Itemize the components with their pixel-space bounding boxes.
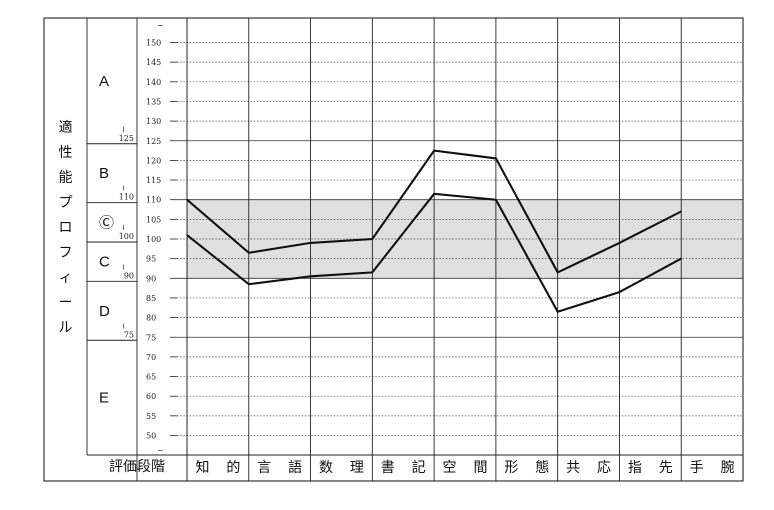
y-title-char-4: ロ: [59, 220, 73, 236]
y-title-char-0: 適: [59, 119, 73, 136]
grade-letter-0: A: [99, 73, 109, 90]
ytick-label-120: 120: [146, 156, 161, 165]
series-0-point-0: [186, 199, 188, 201]
category-char-5: 理: [350, 460, 364, 476]
ytick-label-140: 140: [146, 78, 161, 87]
ytick-label-145: 145: [146, 58, 161, 67]
category-char-7: 記: [412, 459, 426, 476]
category-char-10: 形: [504, 460, 518, 476]
category-char-17: 腕: [721, 460, 735, 476]
category-char-6: 書: [381, 460, 395, 476]
grade-range-mark-4: ≀: [122, 321, 125, 330]
ytick-label-80: 80: [146, 314, 156, 323]
series-0-point-1: [248, 252, 250, 254]
ytick-label-55: 55: [146, 412, 156, 421]
series-1-point-6: [557, 311, 559, 313]
ytick-label-130: 130: [146, 117, 161, 126]
x-axis-row: 評価段階: [109, 459, 165, 475]
ytick-label-135: 135: [146, 97, 161, 106]
ytick-label-95: 95: [146, 255, 156, 264]
category-char-2: 言: [257, 460, 271, 476]
grade-letter-2: Ⓒ: [99, 214, 114, 231]
ytick-label-75: 75: [146, 333, 156, 342]
grade-range-mark-1: ≀: [122, 184, 125, 193]
grade-min-0: 125: [119, 134, 134, 143]
axis-break-top: ~: [157, 21, 164, 30]
y-title-char-6: ィ: [59, 270, 73, 286]
ytick-label-100: 100: [146, 235, 161, 244]
series-lines: [186, 149, 682, 313]
category-char-1: 的: [226, 460, 240, 476]
y-title-char-8: ル: [59, 320, 73, 336]
series-1-point-5: [495, 199, 497, 201]
ytick-label-60: 60: [146, 392, 156, 401]
grade-letter-3: C: [99, 254, 110, 271]
x-axis-title: 評価段階: [109, 459, 165, 475]
ytick-label-85: 85: [146, 294, 156, 303]
category-char-8: 空: [443, 460, 457, 476]
category-char-15: 先: [659, 460, 673, 476]
ytick-label-105: 105: [146, 215, 161, 224]
outer-border: [43, 17, 744, 482]
grade-letter-1: B: [99, 165, 109, 182]
grade-letter-5: E: [99, 390, 109, 407]
category-char-16: 手: [690, 460, 704, 476]
series-0-point-7: [618, 242, 621, 244]
category-char-13: 応: [597, 460, 611, 476]
y-title-char-5: フ: [59, 245, 73, 261]
series-1-point-1: [248, 283, 250, 285]
category-char-12: 共: [566, 460, 580, 476]
series-1-point-0: [186, 234, 188, 236]
series-1-point-8: [680, 258, 682, 260]
ytick-label-65: 65: [146, 373, 156, 382]
ytick-label-150: 150: [146, 39, 161, 48]
ytick-label-50: 50: [146, 432, 156, 441]
series-0-point-5: [495, 157, 497, 160]
grade-range-mark-2: ≀: [122, 223, 125, 232]
series-1-point-7: [618, 291, 621, 293]
grid-lines: [177, 18, 744, 481]
grade-min-3: 90: [124, 271, 134, 280]
category-char-3: 語: [288, 460, 302, 476]
series-0-point-2: [309, 242, 312, 244]
y-title-char-3: プ: [59, 195, 73, 211]
ytick-label-115: 115: [146, 176, 161, 185]
grade-range-mark-3: ≀: [122, 262, 125, 271]
y-title-char-2: 能: [59, 170, 73, 186]
ytick-label-110: 110: [146, 196, 161, 205]
ytick-label-70: 70: [146, 353, 156, 362]
table-frame: [43, 17, 744, 482]
series-1-point-3: [371, 271, 373, 274]
ytick-label-125: 125: [146, 137, 161, 146]
grade-min-4: 75: [124, 330, 134, 339]
grade-letter-4: D: [99, 303, 110, 320]
series-0-point-3: [371, 238, 373, 240]
y-title-char-7: ー: [59, 295, 73, 311]
y-axis-ticks: 50 55 60 65 70 75 80 85 90 95 100 105 110 115 120 125 13…: [146, 21, 177, 455]
series-1-point-4: [433, 193, 435, 195]
series-0-point-8: [680, 210, 682, 213]
category-char-9: 間: [473, 460, 487, 476]
series-1-point-2: [309, 275, 312, 277]
axis-break-bottom: ~: [157, 446, 164, 455]
category-char-4: 数: [319, 460, 333, 476]
grade-min-2: 100: [119, 232, 134, 241]
series-0-point-6: [557, 271, 559, 274]
category-char-14: 指: [628, 460, 642, 476]
category-char-11: 態: [535, 460, 549, 476]
grade-min-1: 110: [119, 193, 134, 202]
category-char-0: 知: [195, 459, 209, 476]
y-title-char-1: 性: [59, 145, 73, 161]
ytick-label-90: 90: [146, 274, 156, 283]
grade-range-mark-0: ≀: [122, 125, 125, 134]
category-labels: 知 的 言 語 数 理 書 記 空間 形 態 共 応 指 先 手 腕: [195, 459, 734, 476]
series-0-point-4: [433, 149, 435, 152]
